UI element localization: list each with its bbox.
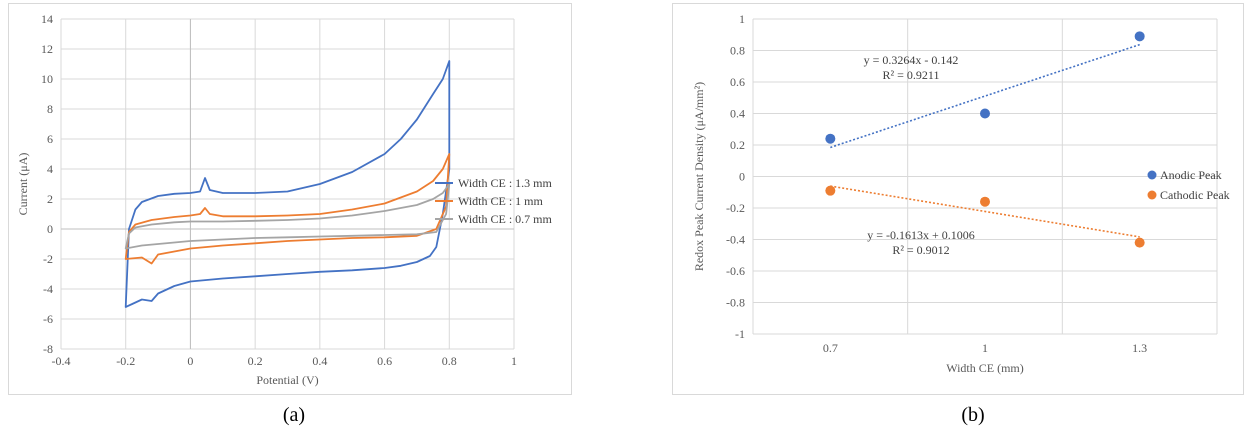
x-tick-label: 1 xyxy=(511,354,517,368)
y-tick-label: 0.6 xyxy=(730,75,745,89)
cv-chart-panel: -0.4 -0.2 0 0.2 0.4 0.6 0.8 1 -8 -6 -4 -2 0 2 4 6 8 10 12 1… xyxy=(8,3,572,395)
y-tick-label: 0.2 xyxy=(730,138,745,152)
trendline-r2-1: R² = 0.9211 xyxy=(883,68,940,82)
y-tick-label: -0.8 xyxy=(726,296,745,310)
trendline-equation-2: y = -0.1613x + 0.1006 xyxy=(867,228,975,242)
trendline-2 xyxy=(830,185,1140,238)
data-point-2-2 xyxy=(980,196,990,207)
y-tick-label: 2 xyxy=(47,192,53,206)
y-tick-label: -8 xyxy=(43,342,53,356)
y-tick-label: -4 xyxy=(43,282,53,296)
y-tick-label: 0 xyxy=(739,170,745,184)
x-tick-label: -0.4 xyxy=(52,354,71,368)
caption-b: (b) xyxy=(961,404,985,426)
y-axis-label: Redox Peak Current Density (μA/mm²) xyxy=(692,82,706,271)
y-tick-label: 0 xyxy=(47,222,53,236)
data-point-2-1 xyxy=(825,185,836,196)
trendline-r2-2: R² = 0.9012 xyxy=(892,243,949,257)
legend-label-1: Width CE : 1.3 mm xyxy=(458,176,553,190)
x-tick-label: 0.2 xyxy=(248,354,263,368)
peak-current-chart-panel: -1 -0.8 -0.6 -0.4 -0.2 0 0.2 0.4 0.6 0.8 1 0.7 1 1.3 y… xyxy=(672,3,1244,395)
x-tick-label: 0.6 xyxy=(377,354,392,368)
legend-label-3: Width CE : 0.7 mm xyxy=(458,212,553,226)
series-line-1 xyxy=(124,60,451,308)
y-tick-label: 4 xyxy=(47,162,53,176)
x-tick-label: 1 xyxy=(982,341,988,355)
x-tick-label: 1.3 xyxy=(1132,341,1147,355)
y-tick-label: 6 xyxy=(47,132,53,146)
legend-marker-2 xyxy=(1147,190,1157,200)
y-tick-label: -0.4 xyxy=(726,233,745,247)
trendline-equation-1: y = 0.3264x - 0.142 xyxy=(864,53,959,67)
y-tick-label: -0.6 xyxy=(726,264,745,278)
data-point-1-1 xyxy=(825,133,836,144)
x-tick-label: 0 xyxy=(187,354,193,368)
legend-marker-1 xyxy=(1147,170,1157,180)
y-tick-label: -6 xyxy=(43,312,53,326)
y-tick-label: 0.4 xyxy=(730,107,745,121)
y-axis-label: Current (μA) xyxy=(16,153,30,216)
y-tick-label: 1 xyxy=(739,12,745,26)
y-tick-label: 14 xyxy=(41,12,53,26)
x-tick-label: 0.8 xyxy=(442,354,457,368)
x-tick-label: 0.7 xyxy=(823,341,838,355)
y-tick-label: 0.8 xyxy=(730,44,745,58)
legend-label-2: Width CE : 1 mm xyxy=(458,194,544,208)
series-line-3 xyxy=(124,183,451,250)
x-axis-label: Potential (V) xyxy=(256,373,318,387)
y-tick-label: -2 xyxy=(43,252,53,266)
legend-label-2: Cathodic Peak xyxy=(1160,188,1230,202)
y-tick-label: -1 xyxy=(735,327,745,341)
y-tick-label: 8 xyxy=(47,102,53,116)
x-tick-label: -0.2 xyxy=(116,354,135,368)
y-tick-label: 12 xyxy=(41,42,53,56)
data-point-2-3 xyxy=(1134,237,1145,248)
peak-current-chart: -1 -0.8 -0.6 -0.4 -0.2 0 0.2 0.4 0.6 0.8 1 0.7 1 1.3 y… xyxy=(692,12,1230,375)
data-point-1-2 xyxy=(980,108,990,119)
data-point-1-3 xyxy=(1134,31,1145,42)
x-tick-label: 0.4 xyxy=(312,354,327,368)
legend-label-1: Anodic Peak xyxy=(1160,168,1222,182)
y-tick-label: 10 xyxy=(41,72,53,86)
x-axis-label: Width CE (mm) xyxy=(946,361,1024,375)
series-line-2 xyxy=(124,153,451,265)
caption-a: (a) xyxy=(282,404,306,426)
cv-chart: -0.4 -0.2 0 0.2 0.4 0.6 0.8 1 -8 -6 -4 -2 0 2 4 6 8 10 12 1… xyxy=(16,12,553,387)
y-tick-label: -0.2 xyxy=(726,201,745,215)
